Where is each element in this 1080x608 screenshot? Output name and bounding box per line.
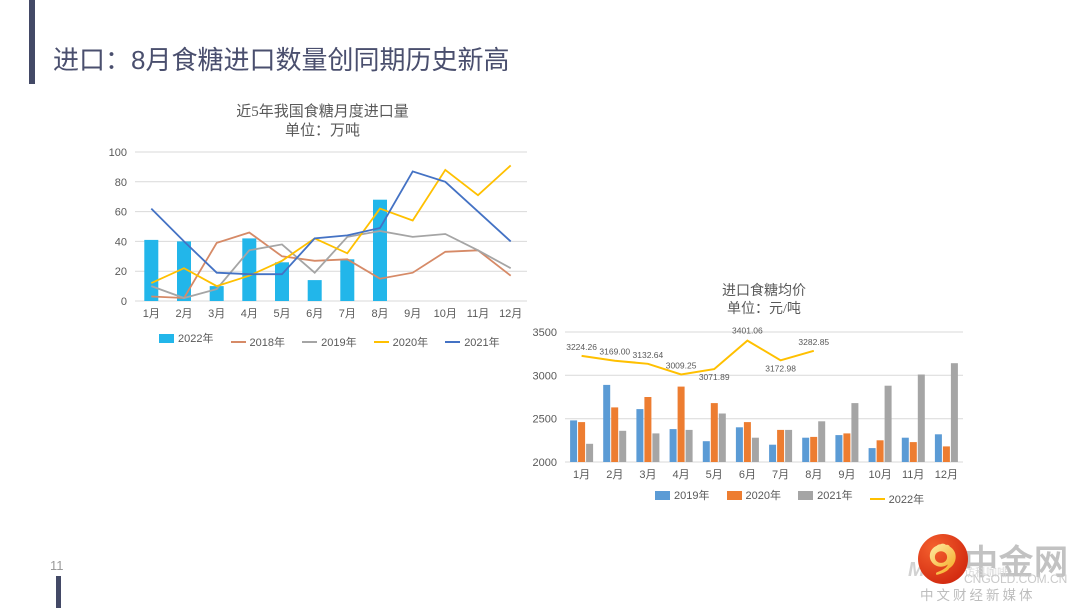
- svg-text:4月: 4月: [241, 308, 258, 320]
- svg-text:4月: 4月: [673, 469, 690, 481]
- svg-text:60: 60: [115, 207, 127, 219]
- svg-text:8月: 8月: [371, 308, 388, 320]
- svg-text:3169.00: 3169.00: [599, 347, 630, 357]
- svg-text:9月: 9月: [404, 308, 421, 320]
- svg-text:3282.85: 3282.85: [798, 337, 829, 347]
- svg-text:1月: 1月: [143, 308, 160, 320]
- svg-text:3月: 3月: [208, 308, 225, 320]
- svg-text:12月: 12月: [499, 308, 522, 320]
- svg-text:7月: 7月: [772, 469, 789, 481]
- svg-text:5月: 5月: [273, 308, 290, 320]
- svg-text:3009.25: 3009.25: [666, 361, 697, 371]
- svg-text:3132.64: 3132.64: [633, 350, 664, 360]
- svg-text:1月: 1月: [573, 469, 590, 481]
- svg-text:2月: 2月: [175, 308, 192, 320]
- svg-text:2月: 2月: [606, 469, 623, 481]
- svg-text:3071.89: 3071.89: [699, 372, 730, 382]
- svg-text:6月: 6月: [739, 469, 756, 481]
- svg-text:100: 100: [109, 147, 127, 159]
- svg-text:0: 0: [121, 296, 127, 308]
- svg-text:3月: 3月: [639, 469, 656, 481]
- svg-text:2000: 2000: [533, 457, 557, 469]
- svg-text:10月: 10月: [434, 308, 457, 320]
- svg-text:8月: 8月: [805, 469, 822, 481]
- svg-text:3224.26: 3224.26: [566, 342, 597, 352]
- svg-text:2500: 2500: [533, 414, 557, 426]
- svg-text:5月: 5月: [706, 469, 723, 481]
- svg-text:12月: 12月: [935, 469, 958, 481]
- svg-text:11月: 11月: [467, 308, 489, 320]
- svg-text:3500: 3500: [533, 327, 557, 339]
- svg-text:80: 80: [115, 177, 127, 189]
- svg-text:10月: 10月: [868, 469, 891, 481]
- svg-text:11月: 11月: [902, 469, 924, 481]
- svg-text:9月: 9月: [838, 469, 855, 481]
- svg-text:6月: 6月: [306, 308, 323, 320]
- svg-text:3172.98: 3172.98: [765, 363, 796, 373]
- svg-text:20: 20: [115, 266, 127, 278]
- svg-text:40: 40: [115, 236, 127, 248]
- svg-text:3401.06: 3401.06: [732, 326, 763, 336]
- svg-text:7月: 7月: [339, 308, 356, 320]
- svg-text:3000: 3000: [533, 370, 557, 382]
